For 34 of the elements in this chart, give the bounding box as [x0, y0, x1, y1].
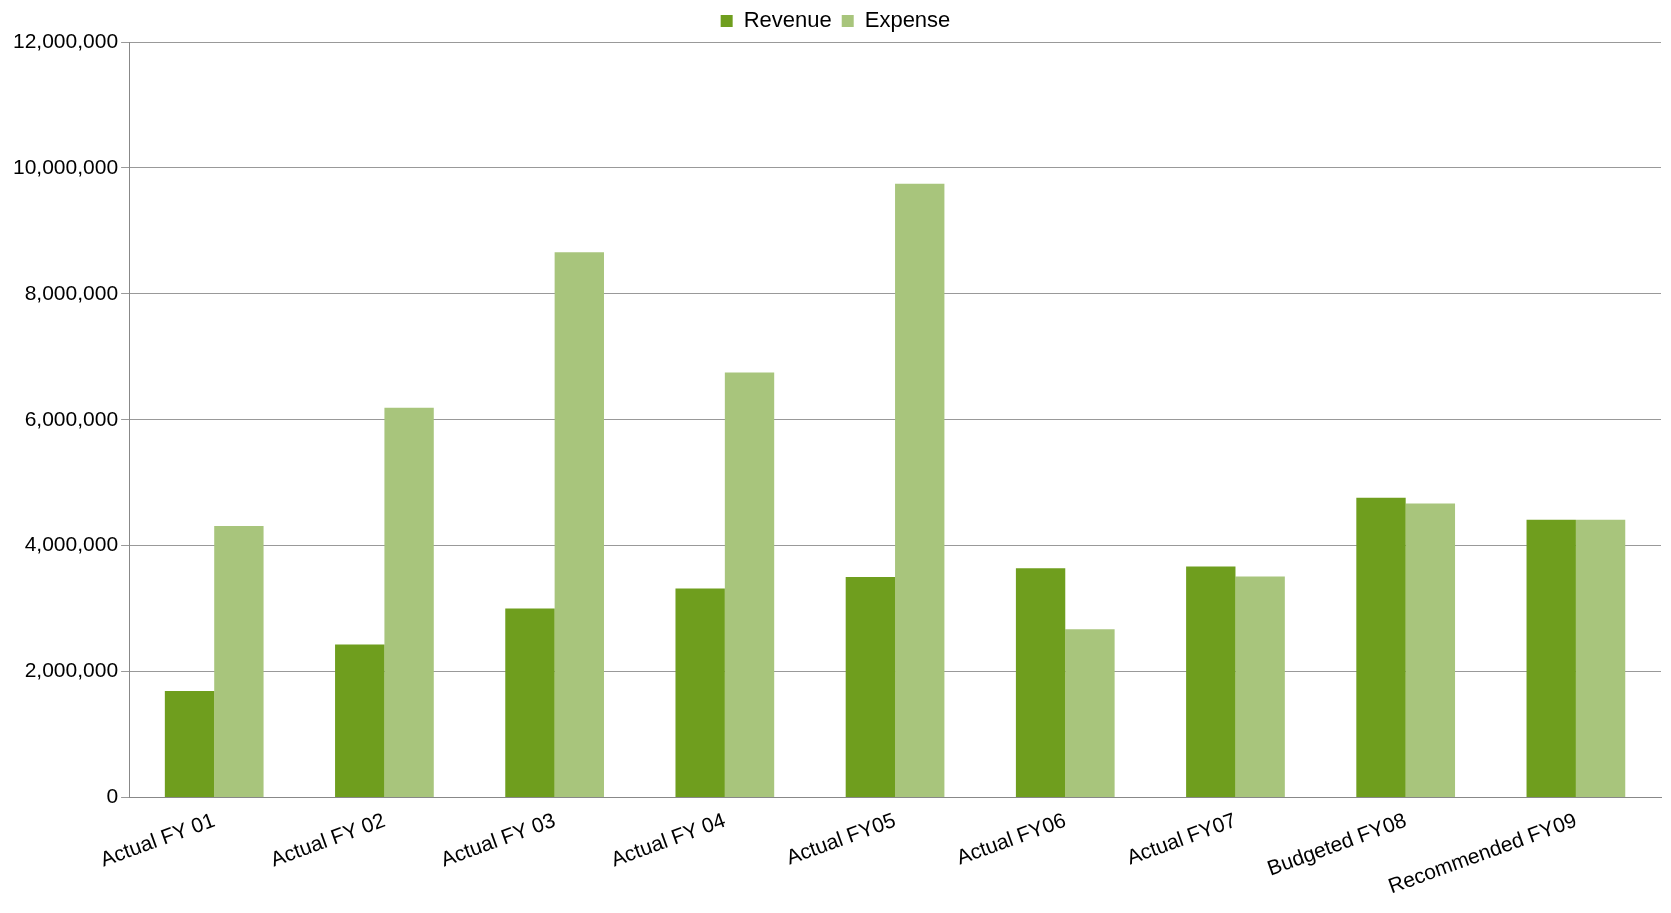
- bar: [1575, 519, 1626, 797]
- bar: [164, 691, 215, 797]
- bar: [554, 252, 604, 797]
- y-tick-label: 10,000,000: [12, 154, 119, 178]
- legend-label: Revenue: [743, 7, 832, 33]
- x-tick-label: Actual FY 02: [267, 807, 388, 871]
- bar: [1405, 503, 1456, 797]
- bar: [335, 644, 385, 797]
- bar: [1356, 497, 1406, 797]
- bar: [1526, 519, 1576, 797]
- bar: [1015, 568, 1066, 797]
- x-tick-label: Actual FY 03: [437, 807, 558, 871]
- y-tick-label: 2,000,000: [24, 658, 119, 682]
- bar: [505, 608, 555, 797]
- x-tick-label: Actual FY 04: [607, 807, 729, 871]
- legend-label: Expense: [864, 7, 951, 33]
- bar: [384, 407, 434, 797]
- y-tick-label: 6,000,000: [24, 406, 119, 430]
- x-tick-label: Actual FY07: [1123, 807, 1239, 869]
- bar: [1065, 629, 1115, 797]
- x-tick-label: Actual FY05: [783, 807, 899, 869]
- bar: [1235, 576, 1285, 797]
- bar: [895, 183, 945, 797]
- bar: [214, 526, 264, 797]
- bar: [724, 372, 775, 797]
- y-tick-label: 12,000,000: [12, 28, 119, 52]
- y-tick-label: 0: [106, 784, 119, 808]
- x-tick-label: Actual FY06: [953, 807, 1069, 869]
- x-tick-label: Actual FY 01: [97, 807, 218, 871]
- y-tick-label: 8,000,000: [24, 280, 119, 304]
- bar: [675, 588, 725, 797]
- bar: [1186, 566, 1236, 797]
- bar: [845, 577, 896, 797]
- y-tick-label: 4,000,000: [24, 532, 119, 556]
